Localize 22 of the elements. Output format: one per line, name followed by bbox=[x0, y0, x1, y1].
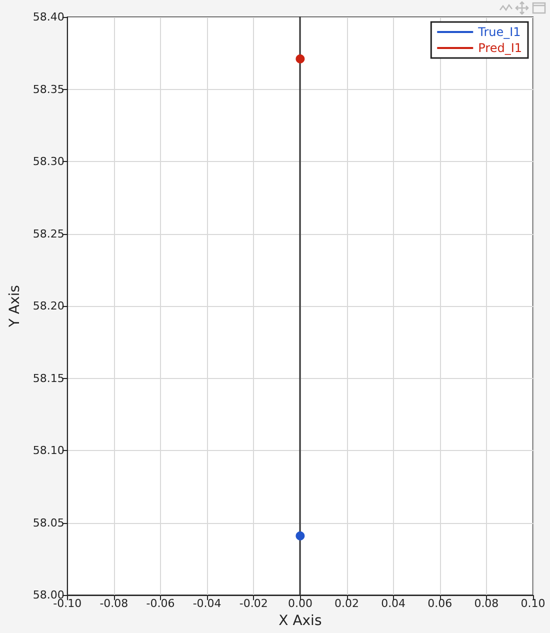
y-tick-label: 58.15 bbox=[32, 372, 64, 385]
y-tick-label: 58.40 bbox=[32, 10, 64, 24]
x-tick-label: 0.08 bbox=[474, 597, 499, 610]
legend-label: True_I1 bbox=[477, 25, 521, 39]
x-tick-label: 0.06 bbox=[428, 597, 452, 610]
x-tick-label: -0.02 bbox=[239, 597, 268, 610]
x-tick-label: -0.06 bbox=[146, 597, 175, 610]
legend-label: Pred_I1 bbox=[478, 41, 522, 55]
x-tick-label: 0.00 bbox=[288, 597, 312, 610]
x-axis-title: X Axis bbox=[278, 613, 322, 629]
y-tick-label: 58.05 bbox=[32, 516, 64, 530]
y-tick-label: 58.25 bbox=[32, 227, 64, 240]
x-tick-label: 0.04 bbox=[381, 597, 406, 610]
y-axis-title: Y Axis bbox=[7, 285, 23, 328]
y-tick-label: 58.20 bbox=[32, 300, 64, 313]
x-tick-label: -0.04 bbox=[192, 597, 222, 610]
x-tick-label: 0.02 bbox=[334, 597, 360, 610]
x-tick-label: 0.10 bbox=[520, 597, 546, 610]
y-tick-label: 58.10 bbox=[32, 444, 64, 458]
y-tick-label: 58.30 bbox=[32, 155, 64, 168]
y-tick-label: 58.35 bbox=[32, 82, 64, 96]
x-tick-label: -0.08 bbox=[100, 597, 128, 610]
